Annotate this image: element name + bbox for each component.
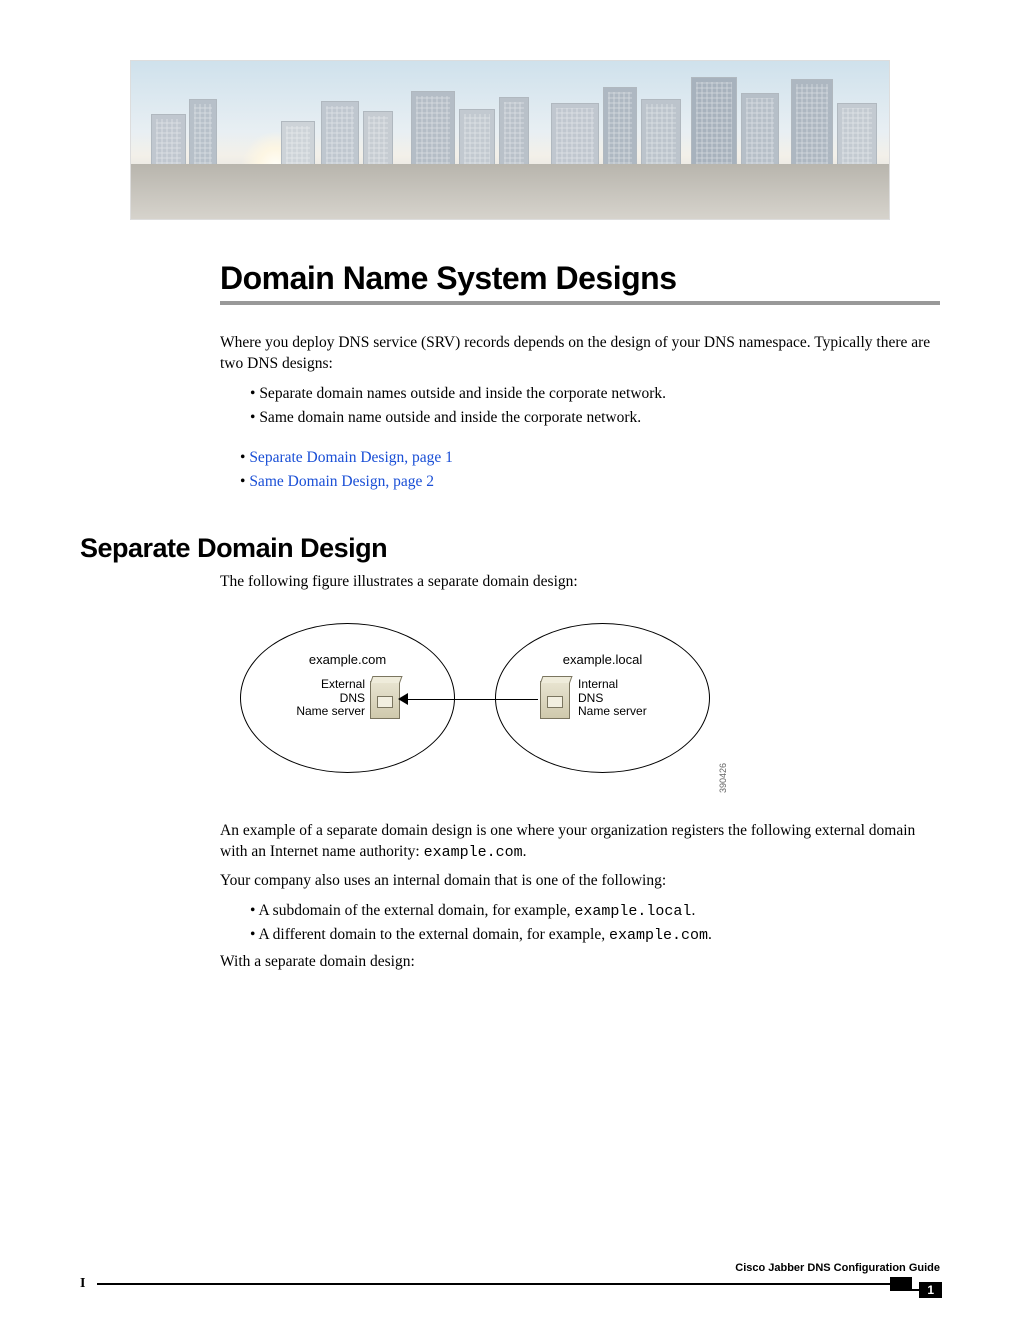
footer-rule <box>97 1283 890 1285</box>
text-span: . <box>708 926 712 943</box>
text-span: A subdomain of the external domain, for … <box>258 902 574 919</box>
banner-building <box>603 87 637 169</box>
banner-building <box>499 97 529 169</box>
external-server-label: ExternalDNSName server <box>270 678 365 719</box>
internal-server-label: InternalDNSName server <box>578 678 673 719</box>
body-paragraph: Your company also uses an internal domai… <box>220 871 940 892</box>
page-number: 1 <box>919 1282 942 1298</box>
internal-domain-label: example.local <box>496 652 709 667</box>
list-item: A subdomain of the external domain, for … <box>250 902 940 920</box>
external-domain-label: example.com <box>241 652 454 667</box>
banner-building <box>281 121 315 169</box>
banner-ground <box>131 164 889 219</box>
footer-block <box>890 1277 912 1291</box>
text-span: . <box>523 843 527 860</box>
banner-building <box>321 101 359 169</box>
diagram-arrow-head <box>398 693 408 705</box>
banner-building <box>741 93 779 169</box>
banner-building <box>151 114 186 169</box>
toc-item: Separate Domain Design, page 1 <box>240 449 940 467</box>
code-text: example.com <box>424 844 523 861</box>
diagram-arrow-line <box>403 699 538 700</box>
banner-building <box>363 111 393 169</box>
section-heading: Separate Domain Design <box>80 533 940 564</box>
page-title: Domain Name System Designs <box>220 260 940 297</box>
footer-guide-title: Cisco Jabber DNS Configuration Guide <box>80 1262 940 1274</box>
list-item: A different domain to the external domai… <box>250 926 940 944</box>
footer-left-mark: I <box>80 1276 85 1292</box>
toc-link-separate[interactable]: Separate Domain Design, page 1 <box>249 449 453 466</box>
section-intro: The following figure illustrates a separ… <box>220 572 940 593</box>
toc-link-same[interactable]: Same Domain Design, page 2 <box>249 473 434 490</box>
internal-server-icon <box>540 681 570 719</box>
text-span: A different domain to the external domai… <box>258 926 609 943</box>
code-text: example.com <box>609 927 708 944</box>
header-banner <box>130 60 890 220</box>
banner-building <box>459 109 495 169</box>
banner-building <box>189 99 217 169</box>
banner-building <box>411 91 455 169</box>
banner-building <box>791 79 833 169</box>
banner-building <box>641 99 681 169</box>
text-span: An example of a separate domain design i… <box>220 822 915 860</box>
body-paragraph: An example of a separate domain design i… <box>220 821 940 863</box>
toc-list: Separate Domain Design, page 1 Same Doma… <box>240 449 940 491</box>
internal-domain-list: A subdomain of the external domain, for … <box>250 902 940 944</box>
list-item: Separate domain names outside and inside… <box>250 385 940 403</box>
list-item: Same domain name outside and inside the … <box>250 409 940 427</box>
banner-building <box>837 103 877 169</box>
toc-item: Same Domain Design, page 2 <box>240 473 940 491</box>
code-text: example.local <box>574 903 691 920</box>
banner-building <box>551 103 599 169</box>
banner-building <box>691 77 737 169</box>
intro-paragraph: Where you deploy DNS service (SRV) recor… <box>220 333 940 375</box>
figure-id: 390426 <box>718 763 728 793</box>
text-span: . <box>691 902 695 919</box>
page-footer: Cisco Jabber DNS Configuration Guide I 1 <box>80 1262 940 1292</box>
intro-bullet-list: Separate domain names outside and inside… <box>250 385 940 427</box>
domain-diagram: example.com example.local ExternalDNSNam… <box>240 613 720 803</box>
body-paragraph: With a separate domain design: <box>220 952 940 973</box>
external-server-icon <box>370 681 400 719</box>
title-rule <box>220 301 940 305</box>
